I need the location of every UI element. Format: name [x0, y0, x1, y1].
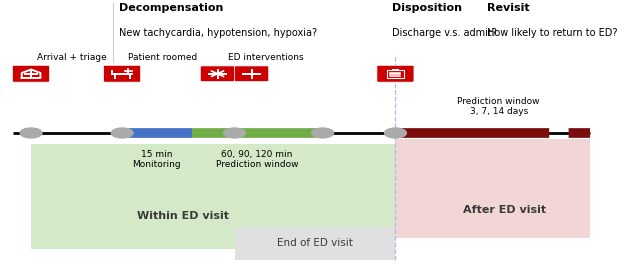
FancyBboxPatch shape	[13, 65, 49, 82]
Bar	[392, 70, 399, 71]
Text: 15 min
Monitoring: 15 min Monitoring	[132, 150, 181, 169]
Text: Prediction window
3, 7, 14 days: Prediction window 3, 7, 14 days	[458, 97, 540, 116]
Circle shape	[385, 128, 406, 138]
Text: Within ED visit: Within ED visit	[137, 211, 229, 221]
Text: End of ED visit: End of ED visit	[277, 238, 353, 248]
Text: Revisit: Revisit	[486, 3, 529, 14]
Text: ED interventions: ED interventions	[228, 53, 304, 62]
Text: Discharge v.s. admit?: Discharge v.s. admit?	[392, 28, 497, 38]
Bar	[387, 70, 404, 78]
FancyBboxPatch shape	[234, 66, 269, 81]
Circle shape	[111, 128, 133, 138]
Circle shape	[312, 128, 333, 138]
Bar	[31, 144, 396, 249]
FancyBboxPatch shape	[104, 65, 141, 82]
Text: Arrival + triage: Arrival + triage	[37, 53, 107, 62]
Text: 60, 90, 120 min
Prediction window: 60, 90, 120 min Prediction window	[216, 150, 298, 169]
FancyBboxPatch shape	[377, 65, 414, 82]
Text: After ED visit: After ED visit	[463, 205, 547, 215]
Circle shape	[223, 128, 246, 138]
Text: Disposition: Disposition	[392, 3, 463, 14]
Text: Decompensation: Decompensation	[119, 3, 223, 14]
Text: New tachycardia, hypotension, hypoxia?: New tachycardia, hypotension, hypoxia?	[119, 28, 317, 38]
Text: How likely to return to ED?: How likely to return to ED?	[486, 28, 617, 38]
FancyBboxPatch shape	[200, 66, 235, 81]
Bar	[234, 227, 396, 260]
Bar	[396, 138, 590, 238]
Text: Patient roomed: Patient roomed	[128, 53, 198, 62]
FancyBboxPatch shape	[200, 66, 235, 81]
Circle shape	[20, 128, 42, 138]
